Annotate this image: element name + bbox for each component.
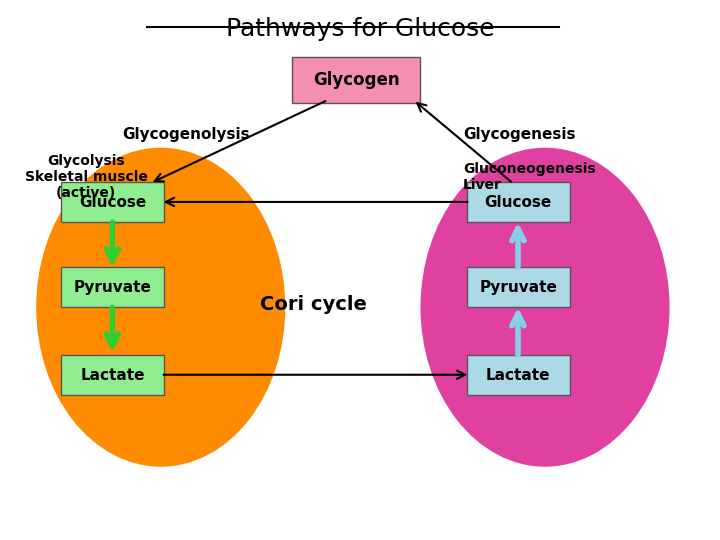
FancyBboxPatch shape [467, 183, 570, 222]
FancyBboxPatch shape [467, 355, 570, 395]
Text: Glycogen: Glycogen [313, 71, 400, 89]
FancyBboxPatch shape [467, 267, 570, 307]
Text: Gluconeogenesis
Liver: Gluconeogenesis Liver [463, 162, 596, 192]
Text: Lactate: Lactate [486, 368, 551, 382]
Text: Pyruvate: Pyruvate [73, 280, 152, 295]
Ellipse shape [36, 148, 285, 467]
Text: Glycogenesis: Glycogenesis [463, 127, 576, 142]
Text: Glucose: Glucose [485, 195, 552, 210]
Text: Cori cycle: Cori cycle [261, 295, 367, 314]
Ellipse shape [420, 148, 670, 467]
Text: Glycogenolysis: Glycogenolysis [122, 127, 249, 142]
FancyBboxPatch shape [61, 267, 164, 307]
Text: Pathways for Glucose: Pathways for Glucose [225, 17, 495, 42]
FancyBboxPatch shape [292, 57, 420, 103]
Text: Glycolysis
Skeletal muscle
(active): Glycolysis Skeletal muscle (active) [24, 154, 148, 200]
Text: Glucose: Glucose [79, 195, 146, 210]
Text: Pyruvate: Pyruvate [480, 280, 557, 295]
Text: Lactate: Lactate [81, 368, 145, 382]
FancyBboxPatch shape [61, 355, 164, 395]
FancyBboxPatch shape [61, 183, 164, 222]
